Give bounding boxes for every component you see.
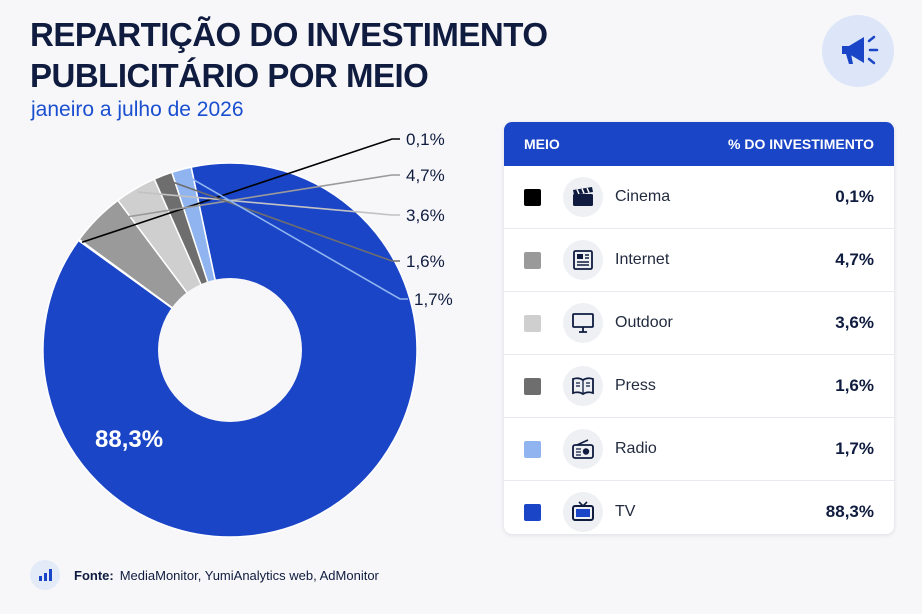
source-text: MediaMonitor, YumiAnalytics web, AdMonit… [119,567,379,583]
icon-badge [563,177,603,217]
legend-swatch [524,314,541,332]
callout-line-radio [182,172,408,300]
table-header: MEIO % DO INVESTIMENTO [504,122,894,166]
medium-name: Internet [615,251,670,268]
donut-hole [158,278,302,422]
megaphone-icon [842,35,879,65]
icon-badge [563,429,603,469]
legend-swatch [524,503,541,521]
legend-swatch [524,377,541,395]
callout-line-internet [99,174,400,223]
medium-name: Press [615,377,656,394]
icon-badge [563,240,603,280]
medium-name: Cinema [615,188,671,205]
page-subtitle: janeiro a julho de 2026 [31,98,244,121]
bar-chart-icon [39,569,52,581]
page-title: REPARTIÇÃO DO INVESTIMENTO PUBLICITÁRIO … [30,14,548,96]
legend-swatch [524,251,541,269]
medium-percent: 1,7% [835,439,874,458]
medium-percent: 1,6% [835,376,874,395]
data-label-tv: 88,3% [95,426,163,453]
open-book-icon [572,377,594,396]
legend-swatch [524,188,541,206]
medium-name: TV [615,503,636,520]
table-row: Radio 1,7% [504,418,894,481]
medium-name: Outdoor [615,314,673,331]
data-label-internet: 4,7% [406,166,445,185]
table-row: Outdoor 3,6% [504,292,894,355]
icon-badge [563,366,603,406]
donut-chart: 88,3% 0,1% 4,7% 3,6% 1,6% 1,7% [42,130,453,538]
data-label-press: 1,6% [406,252,445,271]
data-label-outdoor: 3,6% [406,206,445,225]
table-row: TV 88,3% [504,481,894,534]
icon-badge [563,303,603,343]
medium-percent: 88,3% [825,502,874,521]
table-row: Cinema 0,1% [504,166,894,229]
medium-name: Radio [615,440,657,457]
legend-swatch [524,440,541,458]
source-label: Fonte: [74,567,114,583]
chart-callouts [81,138,408,300]
radio-icon [572,439,594,459]
column-header-medium: MEIO [524,136,560,152]
newspaper-web-icon [573,250,593,270]
medium-percent: 0,1% [835,187,874,206]
column-header-percent: % DO INVESTIMENTO [728,136,874,152]
medium-percent: 3,6% [835,313,874,332]
icon-badge [563,492,603,532]
billboard-icon [572,313,594,333]
source-footer: Fonte: MediaMonitor, YumiAnalytics web, … [30,560,379,590]
chart-labels: 88,3% 0,1% 4,7% 3,6% 1,6% 1,7% [95,130,453,453]
investment-table: MEIO % DO INVESTIMENTO Cinema 0,1% Inter… [504,122,894,534]
data-label-cinema: 0,1% [406,130,445,149]
title-line-1: REPARTIÇÃO DO INVESTIMENTO [30,16,548,53]
data-label-radio: 1,7% [414,290,453,309]
footer-badge [30,560,60,590]
table-row: Internet 4,7% [504,229,894,292]
title-line-2: PUBLICITÁRIO POR MEIO [30,57,429,94]
table-row: Press 1,6% [504,355,894,418]
clapperboard-icon [573,187,593,206]
megaphone-badge [822,15,894,87]
medium-percent: 4,7% [835,250,874,269]
tv-icon [572,501,594,521]
